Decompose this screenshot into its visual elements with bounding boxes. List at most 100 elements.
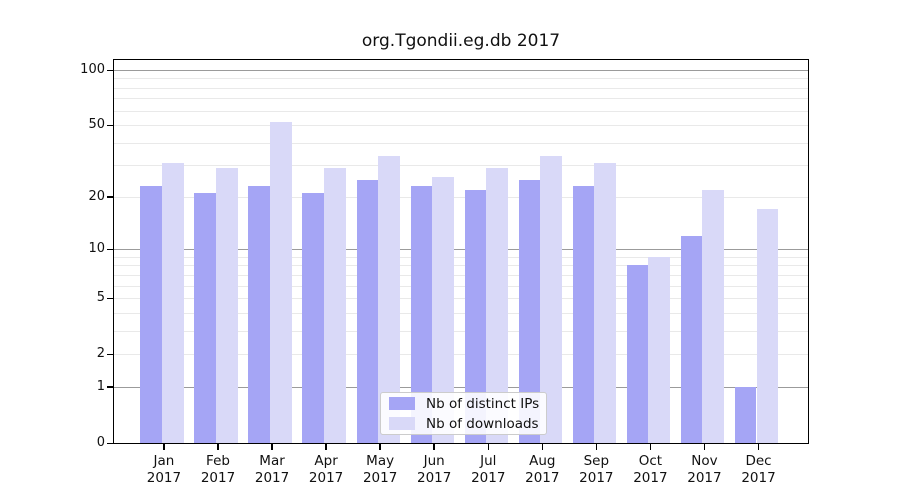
bar-downloads-jan <box>161 162 184 443</box>
gridline-minor-9 <box>114 256 808 258</box>
bar-ips-jul <box>464 189 487 443</box>
x-label-month: Mar <box>259 453 285 469</box>
x-tick-label-mar: Mar 2017 <box>242 453 302 487</box>
legend-swatch-downloads <box>389 417 415 430</box>
x-label-year: 2017 <box>687 470 722 486</box>
y-tick-label-100: 100 <box>80 62 105 77</box>
x-tick-jul <box>487 444 489 450</box>
gridline-minor-20 <box>114 196 808 198</box>
x-label-month: Oct <box>638 453 663 469</box>
x-label-month: Feb <box>206 453 230 469</box>
y-tick-5 <box>107 297 114 300</box>
x-tick-label-aug: Aug 2017 <box>512 453 572 487</box>
x-tick-label-sep: Sep 2017 <box>566 453 626 487</box>
x-tick-jan <box>163 444 165 450</box>
y-tick-label-10: 10 <box>88 241 105 257</box>
gridline-minor-2 <box>114 354 808 356</box>
x-tick-label-feb: Feb 2017 <box>188 453 248 487</box>
bar-ips-dec <box>734 386 757 443</box>
x-tick-label-dec: Dec 2017 <box>729 453 789 487</box>
bar-downloads-feb <box>216 168 238 443</box>
gridline-minor-5 <box>114 298 808 300</box>
bar-downloads-dec <box>756 209 779 443</box>
x-label-year: 2017 <box>417 470 452 486</box>
y-tick-1 <box>107 386 114 388</box>
x-tick-label-jun: Jun 2017 <box>404 453 464 487</box>
gridline-minor-6 <box>114 285 808 287</box>
x-label-month: Nov <box>691 453 718 469</box>
x-tick-aug <box>541 444 544 450</box>
x-label-year: 2017 <box>525 470 560 486</box>
bar-ips-mar <box>248 186 271 443</box>
x-label-year: 2017 <box>471 470 506 486</box>
x-label-year: 2017 <box>633 470 668 486</box>
x-tick-sep <box>595 444 598 450</box>
x-label-year: 2017 <box>579 470 614 486</box>
bar-downloads-aug <box>540 155 562 443</box>
x-tick-nov <box>703 444 706 450</box>
legend-item-distinct-ips: Nb of distinct IPs <box>387 395 540 412</box>
y-tick-10 <box>107 248 114 251</box>
x-label-year: 2017 <box>362 470 398 486</box>
gridline-major-1 <box>114 386 808 388</box>
bar-downloads-oct <box>648 256 671 443</box>
x-label-month: Dec <box>745 453 772 469</box>
y-tick-label-2: 2 <box>96 346 105 362</box>
x-label-year: 2017 <box>146 470 182 486</box>
bar-ips-feb <box>194 193 216 443</box>
x-tick-feb <box>217 444 219 450</box>
x-label-month: Jun <box>423 453 445 469</box>
bar-ips-apr <box>302 193 325 443</box>
y-tick-0 <box>107 442 114 444</box>
gridline-minor-90 <box>114 78 808 80</box>
bar-downloads-jul <box>486 168 508 443</box>
x-tick-label-jul: Jul 2017 <box>458 453 518 487</box>
bar-ips-jun <box>410 186 433 443</box>
gridline-minor-50 <box>114 125 808 127</box>
bar-downloads-apr <box>324 168 346 443</box>
y-tick-label-5: 5 <box>96 290 105 306</box>
x-label-month: May <box>366 453 395 469</box>
bar-downloads-nov <box>702 189 725 443</box>
y-tick-label-1: 1 <box>96 378 105 394</box>
x-tick-label-jan: Jan 2017 <box>134 453 194 487</box>
y-tick-100 <box>107 69 114 71</box>
gridline-minor-80 <box>114 87 808 89</box>
y-tick-50 <box>107 124 114 127</box>
gridline-minor-40 <box>114 142 808 144</box>
y-tick-2 <box>107 353 114 356</box>
x-tick-label-may: May 2017 <box>350 453 410 487</box>
legend-item-downloads: Nb of downloads <box>387 415 540 432</box>
gridline-major-10 <box>114 249 808 251</box>
bar-ips-jan <box>140 186 162 443</box>
x-label-year: 2017 <box>741 470 776 486</box>
legend-label-distinct-ips: Nb of distinct IPs <box>426 395 540 412</box>
bar-ips-nov <box>680 235 703 443</box>
y-tick-20 <box>107 196 114 198</box>
x-tick-may <box>379 444 381 450</box>
x-label-month: Sep <box>583 453 610 469</box>
x-label-month: Jan <box>153 453 175 469</box>
gridline-major-100 <box>114 70 808 71</box>
gridline-minor-30 <box>114 165 808 167</box>
bar-ips-may <box>356 179 379 443</box>
x-tick-label-oct: Oct 2017 <box>620 453 680 487</box>
x-tick-mar <box>271 444 273 450</box>
bar-ips-oct <box>626 265 649 443</box>
gridline-minor-4 <box>114 312 808 314</box>
y-tick-label-20: 20 <box>88 188 105 204</box>
bar-downloads-may <box>378 155 400 443</box>
bar-ips-aug <box>518 179 541 443</box>
y-tick-label-0: 0 <box>96 435 105 450</box>
x-label-year: 2017 <box>200 470 236 486</box>
legend-swatch-distinct-ips <box>389 397 415 410</box>
legend: Nb of distinct IPs Nb of downloads <box>380 392 547 435</box>
x-tick-oct <box>649 444 652 450</box>
x-label-month: Apr <box>314 453 338 469</box>
bar-downloads-mar <box>270 122 292 443</box>
x-label-year: 2017 <box>254 470 290 486</box>
x-tick-label-nov: Nov 2017 <box>674 453 734 487</box>
x-label-month: Aug <box>529 453 556 469</box>
x-tick-apr <box>325 444 327 450</box>
